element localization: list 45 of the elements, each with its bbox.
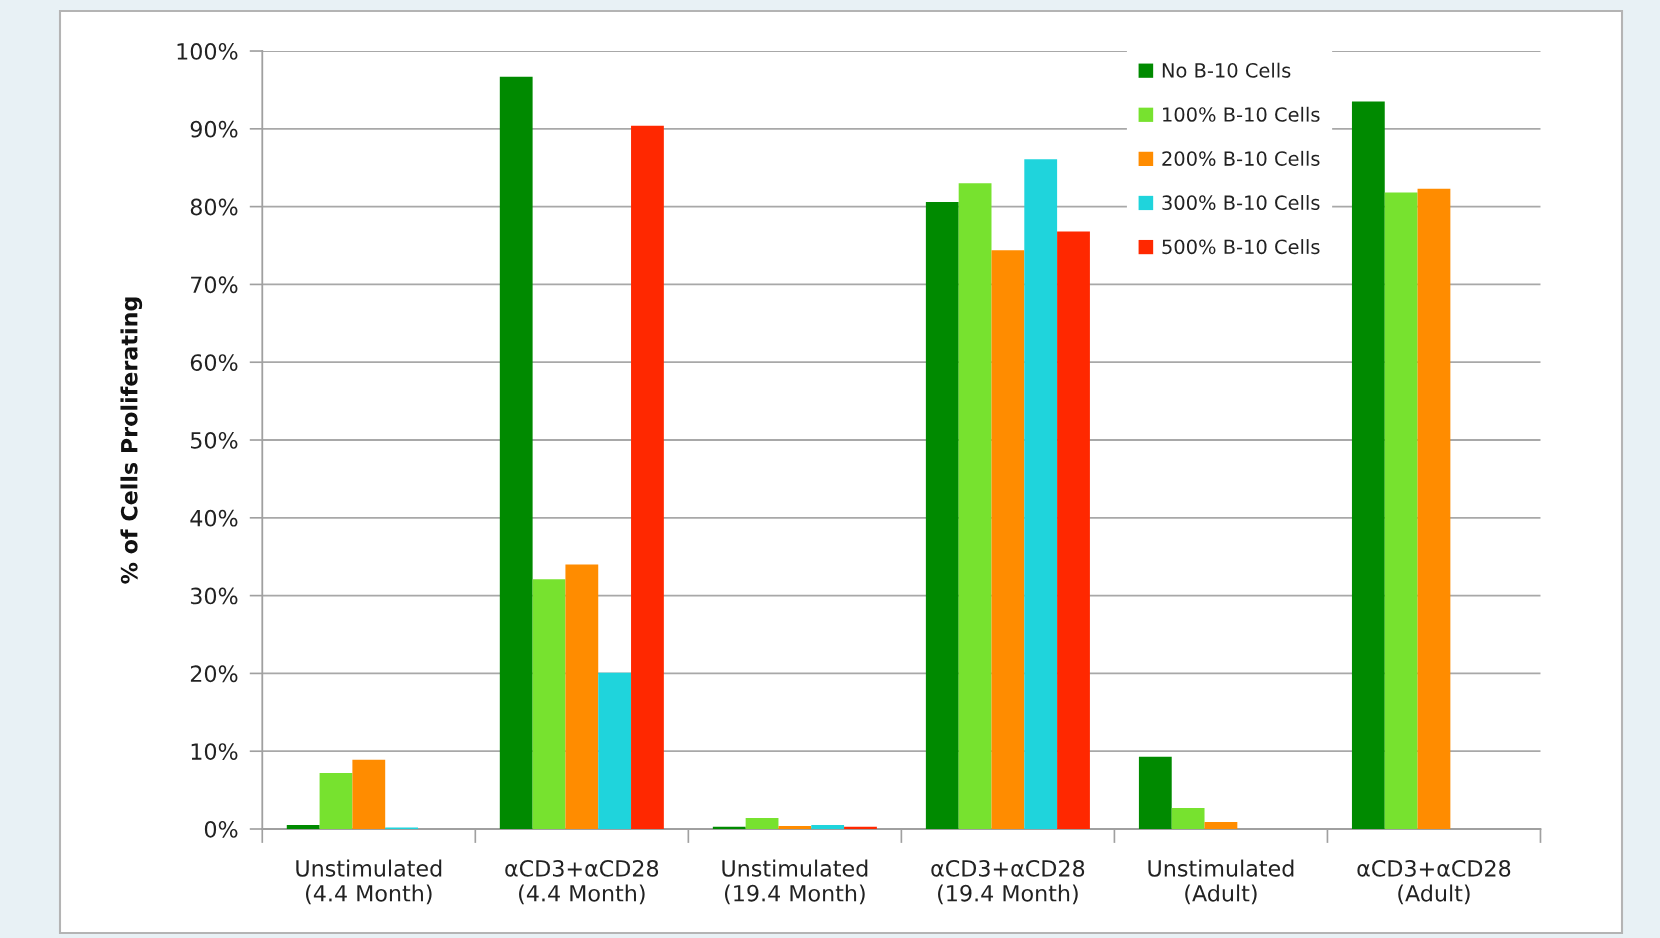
legend-label: 300% B-10 Cells xyxy=(1162,194,1320,211)
x-tick-label: Unstimulated (Adult) xyxy=(1148,859,1294,905)
x-tick-label: αCD3+αCD28 (19.4 Month) xyxy=(931,859,1085,905)
x-tick-label: αCD3+αCD28 (Adult) xyxy=(1357,859,1511,905)
bar xyxy=(286,825,320,829)
x-tick-label: Unstimulated (19.4 Month) xyxy=(722,859,868,905)
bar xyxy=(352,759,386,829)
bar xyxy=(778,825,812,829)
bar xyxy=(631,125,664,829)
y-axis-title: % of Cells Proliferating xyxy=(120,297,143,584)
y-tick-label: 80% xyxy=(190,198,238,216)
bar xyxy=(1351,101,1385,829)
y-tick-label: 100% xyxy=(177,42,238,60)
bar xyxy=(1204,822,1238,829)
bar xyxy=(811,825,845,829)
bar xyxy=(1171,808,1205,829)
bar xyxy=(745,818,779,829)
y-tick-label: 40% xyxy=(190,509,238,527)
x-tick-label: αCD3+αCD28 (4.4 Month) xyxy=(505,859,659,905)
y-tick-label: 0% xyxy=(204,820,238,838)
bar xyxy=(319,772,353,829)
y-tick-label: 50% xyxy=(190,431,238,449)
bar xyxy=(1057,231,1090,829)
bar xyxy=(532,579,566,829)
bar xyxy=(1024,159,1058,829)
bar xyxy=(499,76,533,829)
legend-label: 200% B-10 Cells xyxy=(1162,150,1320,166)
bar xyxy=(991,250,1025,829)
y-tick-label: 70% xyxy=(191,276,238,294)
bar xyxy=(925,201,959,829)
bar xyxy=(565,564,599,829)
bar xyxy=(1138,756,1172,829)
y-tick-label: 10% xyxy=(191,743,238,760)
legend-label: 500% B-10 Cells xyxy=(1162,239,1320,255)
y-tick-label: 20% xyxy=(190,665,238,683)
bar xyxy=(1417,188,1451,829)
legend-label: No B-10 Cells xyxy=(1162,62,1291,78)
legend-label: 100% B-10 Cells xyxy=(1163,106,1320,122)
x-tick-label: Unstimulated (4.4 Month) xyxy=(296,859,442,905)
bar xyxy=(1384,192,1418,829)
y-tick-label: 90% xyxy=(190,120,238,138)
y-tick-label: 60% xyxy=(190,354,238,371)
bar xyxy=(958,183,992,829)
bar xyxy=(598,672,632,829)
y-tick-label: 30% xyxy=(190,587,238,605)
